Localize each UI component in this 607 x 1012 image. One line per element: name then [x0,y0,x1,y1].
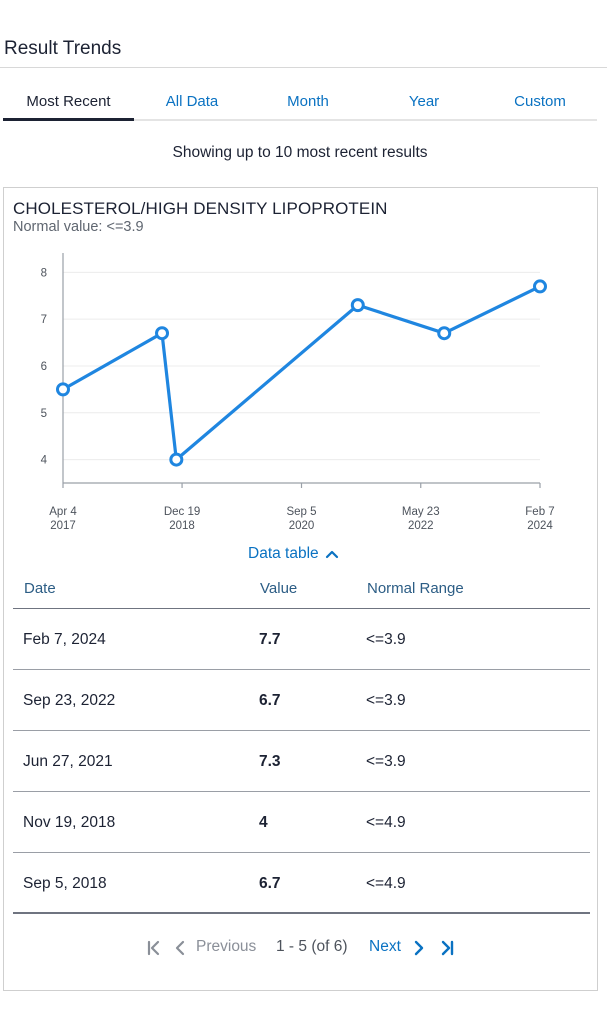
y-tick-label: 4 [41,455,48,467]
x-tick-label-year: 2020 [289,520,315,532]
data-table-toggle[interactable]: Data table [248,545,339,563]
trend-chart: 4 5 6 7 8 Apr 4 2017 Dec 19 2018 Sep 5 2020 May 23 2… [41,253,555,532]
normal-value: Normal value: <=3.9 [13,219,144,235]
table-row: Sep 23, 2022 6.7 <=3.9 [13,670,590,731]
row-date: Sep 5, 2018 [23,875,107,892]
card-title: CHOLESTEROL/HIGH DENSITY LIPOPROTEIN [13,199,388,218]
result-card: CHOLESTEROL/HIGH DENSITY LIPOPROTEIN Nor… [3,187,598,991]
row-value: 7.7 [259,631,281,648]
data-point [350,298,365,313]
x-tick-label-year: 2022 [408,520,434,532]
row-value: 7.3 [259,753,281,770]
data-point [437,326,452,341]
table-row: Nov 19, 2018 4 <=4.9 [13,792,590,853]
pagination: Previous 1 - 5 (of 6) Next [4,928,599,958]
page-title: Result Trends [4,38,122,59]
chevron-left-icon[interactable] [174,940,186,956]
title-divider [0,67,607,68]
row-range: <=4.9 [366,814,406,831]
row-date: Feb 7, 2024 [23,631,106,648]
row-date: Sep 23, 2022 [23,692,116,709]
chevron-right-icon[interactable] [413,940,425,956]
page-info: 1 - 5 (of 6) [276,938,348,955]
tab-month[interactable]: Month [287,93,329,110]
x-tick-label-year: 2018 [169,520,195,532]
x-tick-label: May 23 [402,506,440,518]
tabs-divider [3,119,597,121]
row-range: <=3.9 [366,631,406,648]
table-row: Feb 7, 2024 7.7 <=3.9 [13,609,590,670]
y-tick-label: 7 [41,314,47,326]
active-tab-indicator [3,118,134,121]
y-tick-label: 6 [41,361,47,373]
showing-text: Showing up to 10 most recent results [172,144,428,161]
row-value: 4 [259,814,268,831]
row-value: 6.7 [259,875,281,892]
y-tick-label: 5 [41,408,47,420]
data-point [533,279,547,294]
data-point [155,326,170,341]
row-date: Jun 27, 2021 [23,753,113,770]
row-range: <=4.9 [366,875,406,892]
row-range: <=3.9 [366,753,406,770]
table-header: Date Value Normal Range [13,574,590,609]
last-page-icon[interactable] [439,940,455,956]
y-tick-label: 8 [41,267,47,279]
series-line [61,284,542,462]
x-tick-label: Dec 19 [164,506,200,518]
x-tick-label-year: 2024 [527,520,553,532]
x-tick-label-year: 2017 [50,520,76,532]
table-row: Sep 5, 2018 6.7 <=4.9 [13,853,590,914]
tab-year[interactable]: Year [408,93,440,110]
row-date: Nov 19, 2018 [23,814,116,831]
tab-custom[interactable]: Custom [514,93,566,110]
data-point [169,452,184,467]
table-row: Jun 27, 2021 7.3 <=3.9 [13,731,590,792]
tab-most-recent[interactable]: Most Recent [26,93,111,110]
range-tabs: Most Recent All Data Month Year Custom [3,84,597,122]
data-table-toggle-label: Data table [248,545,319,562]
next-button[interactable]: Next [369,938,401,955]
first-page-icon[interactable] [146,940,162,956]
header-value: Value [260,580,298,597]
previous-button[interactable]: Previous [196,938,257,955]
x-tick-label: Feb 7 [525,506,554,518]
chevron-up-icon [325,550,338,559]
x-tick-label: Apr 4 [49,506,77,518]
header-date: Date [24,580,56,597]
tab-all-data[interactable]: All Data [165,93,219,110]
header-normal-range: Normal Range [367,580,464,597]
row-range: <=3.9 [366,692,406,709]
row-value: 6.7 [259,692,281,709]
data-point [56,382,70,397]
x-tick-label: Sep 5 [286,506,316,518]
